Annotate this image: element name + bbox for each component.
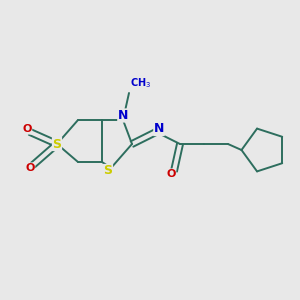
Text: N: N [154,122,164,136]
Text: O: O [25,163,35,173]
Text: O: O [22,124,32,134]
Text: N: N [118,109,128,122]
Text: S: S [52,137,62,151]
Text: O: O [166,169,176,179]
Text: CH$_3$: CH$_3$ [130,76,152,90]
Text: S: S [103,164,112,178]
